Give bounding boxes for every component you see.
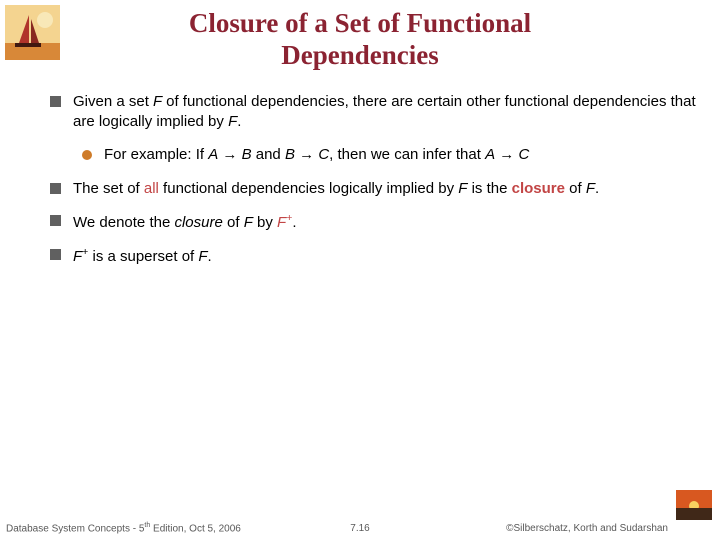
slide: Closure of a Set of Functional Dependenc… <box>0 0 720 540</box>
text: functional dependencies logically implie… <box>159 180 458 197</box>
text-italic: A <box>208 146 218 163</box>
text-italic: F <box>73 248 82 265</box>
text-italic: B <box>242 146 252 163</box>
text: , then we can infer that <box>329 146 485 163</box>
text: of functional dependencies, there are ce… <box>73 93 696 130</box>
text: of <box>565 180 586 197</box>
text: and <box>252 146 285 163</box>
square-bullet-icon <box>50 96 61 107</box>
text: For example: If <box>104 146 208 163</box>
bullet-2: The set of all functional dependencies l… <box>50 179 700 199</box>
title-line2: Dependencies <box>281 40 439 70</box>
text: The set of <box>73 180 144 197</box>
text-italic: A <box>485 146 495 163</box>
text-fplus: F <box>277 214 286 231</box>
content-area: Given a set F of functional dependencies… <box>50 92 700 280</box>
footer-left: Database System Concepts - 5th Edition, … <box>6 522 241 534</box>
slide-number: 7.16 <box>350 523 369 534</box>
text: We denote the <box>73 214 174 231</box>
text-italic: C <box>518 146 529 163</box>
bullet-1: Given a set F of functional dependencies… <box>50 92 700 133</box>
bullet-4: F+ is a superset of F. <box>50 245 700 267</box>
bullet-text: F+ is a superset of F. <box>73 245 212 267</box>
square-bullet-icon <box>50 215 61 226</box>
text-italic: B <box>285 146 295 163</box>
text-italic: F <box>586 180 595 197</box>
copyright: ©Silberschatz, Korth and Sudarshan <box>506 523 668 534</box>
circle-bullet-icon <box>82 150 92 160</box>
text: Database System Concepts - 5 <box>6 523 144 534</box>
bullet-text: The set of all functional dependencies l… <box>73 179 599 199</box>
text: . <box>208 248 212 265</box>
text-italic: F <box>244 214 253 231</box>
text: . <box>292 214 296 231</box>
text-italic: F <box>153 93 166 110</box>
square-bullet-icon <box>50 249 61 260</box>
arrow: → <box>295 146 318 163</box>
sunset-icon <box>676 490 712 520</box>
text: Edition, Oct 5, 2006 <box>150 523 241 534</box>
text: is the <box>467 180 511 197</box>
bullet-text: We denote the closure of F by F+. <box>73 211 297 233</box>
sailboat-icon <box>5 5 60 60</box>
arrow: → <box>495 146 518 163</box>
text: . <box>595 180 599 197</box>
bullet-3: We denote the closure of F by F+. <box>50 211 700 233</box>
text-red: all <box>144 180 159 197</box>
text: is a superset of <box>88 248 198 265</box>
text-italic: F <box>198 248 207 265</box>
text: of <box>223 214 244 231</box>
text-italic: closure <box>174 214 222 231</box>
bullet-text: For example: If A → B and B → C, then we… <box>104 145 529 165</box>
text: by <box>253 214 277 231</box>
text: . <box>237 113 241 130</box>
text-italic: C <box>318 146 329 163</box>
arrow: → <box>218 146 241 163</box>
title-line1: Closure of a Set of Functional <box>189 8 531 38</box>
text: Given a set <box>73 93 153 110</box>
page-title: Closure of a Set of Functional Dependenc… <box>0 0 720 72</box>
text-italic: F <box>228 113 237 130</box>
bullet-text: Given a set F of functional dependencies… <box>73 92 700 133</box>
sub-bullet-1: For example: If A → B and B → C, then we… <box>82 145 700 165</box>
square-bullet-icon <box>50 183 61 194</box>
text-closure: closure <box>512 180 565 197</box>
